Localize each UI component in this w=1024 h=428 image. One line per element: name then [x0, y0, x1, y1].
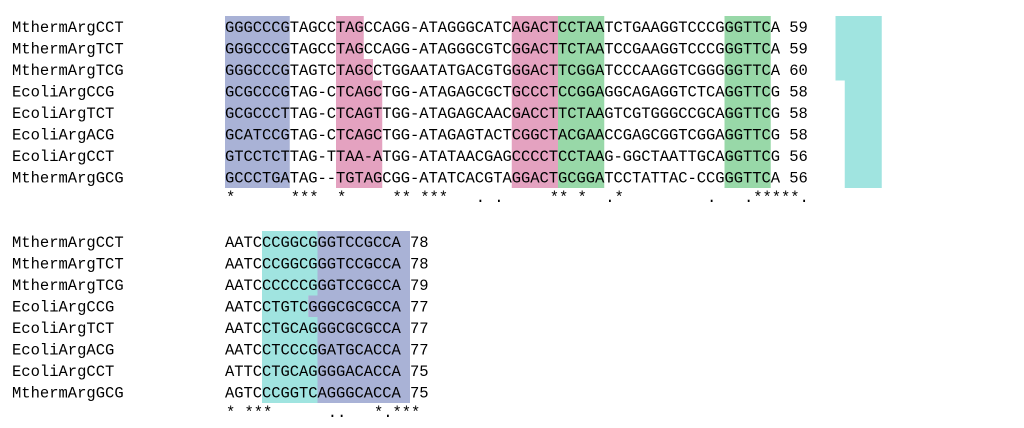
sequence-name: EcoliArgCCT: [12, 148, 114, 166]
residue-count: 59: [789, 41, 808, 59]
sequence-residues: AATCCCGGCGGGTCCGCCA: [225, 256, 401, 274]
highlight-layer: [225, 16, 882, 403]
sequence-name: EcoliArgCCT: [12, 363, 114, 381]
blue-highlight-region: [225, 16, 290, 188]
pink-highlight-region: [336, 59, 373, 81]
sequence-residues: ATTCCTGCAGGGGACACCA: [225, 363, 401, 381]
residue-count: 77: [410, 299, 429, 317]
residue-count: 79: [410, 277, 429, 295]
sequence-residues: AGTCCCGGTCAGGGCACCA: [225, 385, 401, 403]
pink-highlight-region: [511, 80, 558, 188]
sequence-name: MthermArgTCG: [12, 62, 124, 80]
green-highlight-region: [724, 16, 771, 188]
sequence-name: EcoliArgTCT: [12, 320, 114, 338]
sequence-residues: GGGCCCGTAGCCTAGCCAGG-ATAGGGCATCAGACTCCTA…: [225, 19, 781, 37]
sequence-name: MthermArgCCT: [12, 234, 124, 252]
residue-count: 58: [789, 105, 808, 123]
residue-count: 56: [789, 148, 808, 166]
cyan-highlight-region: [262, 231, 318, 296]
sequence-residues: AATCCTGTCGGGCGCGCCA: [225, 299, 401, 317]
sequence-residues: AATCCTGCAGGGCGCGCCA: [225, 320, 401, 338]
green-highlight-region: [558, 16, 605, 188]
sequence-name: MthermArgTCG: [12, 277, 124, 295]
sequence-name: MthermArgGCG: [12, 385, 124, 403]
consensus-line: * *** .. *.***: [226, 404, 420, 422]
residue-count: 60: [789, 62, 808, 80]
sequence-residues: GCGCCCGTAG-CTCAGCTGG-ATAGAGCGCTGCCCTCCGG…: [225, 84, 780, 102]
sequence-name: EcoliArgCCG: [12, 299, 114, 317]
sequence-name: EcoliArgCCG: [12, 84, 114, 102]
sequence-name: EcoliArgACG: [12, 127, 114, 145]
residue-count: 58: [789, 127, 808, 145]
blue-highlight-region: [317, 231, 410, 296]
cyan-highlight-region: [844, 80, 882, 188]
sequence-residues: GTCCTCTTAG-TTAA-ATGG-ATATAACGAGCCCCTCCTA…: [225, 148, 780, 166]
pink-highlight-region: [336, 16, 364, 59]
residue-count: 78: [410, 256, 429, 274]
residue-count: 75: [410, 363, 429, 381]
cyan-highlight-region: [262, 317, 318, 403]
cyan-highlight-region: [262, 295, 309, 317]
cyan-highlight-region: [835, 16, 882, 81]
residue-count: 78: [410, 234, 429, 252]
residue-count: 75: [410, 385, 429, 403]
sequence-residues: AATCCTCCCGGATGCACCA: [225, 342, 401, 360]
sequence-residues: GGGCCCGTAGTCTAGCCTGGAATATGACGTGGGACTTCGG…: [225, 62, 781, 80]
sequence-residues: GCATCCGTAG-CTCAGCTGG-ATAGAGTACTCGGCTACGA…: [225, 127, 780, 145]
sequence-residues: GCCCTGATAG--TGTAGCGG-ATATCACGTAGGACTGCGG…: [225, 170, 781, 188]
sequence-name: MthermArgCCT: [12, 19, 124, 37]
sequence-name: MthermArgTCT: [12, 256, 124, 274]
consensus-line: * *** * ** *** . . ** * .* . .*****.: [226, 189, 809, 207]
sequence-residues: GGGCCCGTAGCCTAGCCAGG-ATAGGGCGTCGGACTTCTA…: [225, 41, 781, 59]
sequence-residues: AATCCCGGCGGGTCCGCCA: [225, 234, 401, 252]
residue-count: 77: [410, 342, 429, 360]
sequence-name: EcoliArgACG: [12, 342, 114, 360]
residue-count: 58: [789, 84, 808, 102]
sequence-name: MthermArgTCT: [12, 41, 124, 59]
text-layer: MthermArgCCT GGGCCCGTAGCCTAGCCAGG-ATAGGGC…: [12, 19, 809, 422]
sequence-residues: GCGCCCTTAG-CTCAGTTGG-ATAGAGCAACGACCTTCTA…: [225, 105, 780, 123]
residue-count: 77: [410, 320, 429, 338]
sequence-name: MthermArgGCG: [12, 170, 124, 188]
sequence-name: EcoliArgTCT: [12, 105, 114, 123]
blue-highlight-region: [308, 295, 410, 317]
blue-highlight-region: [317, 317, 410, 403]
sequence-residues: AATCCCCCCGGGTCCGCCA: [225, 277, 401, 295]
pink-highlight-region: [336, 80, 383, 188]
pink-highlight-region: [511, 16, 558, 81]
residue-count: 59: [789, 19, 808, 37]
residue-count: 56: [789, 170, 808, 188]
